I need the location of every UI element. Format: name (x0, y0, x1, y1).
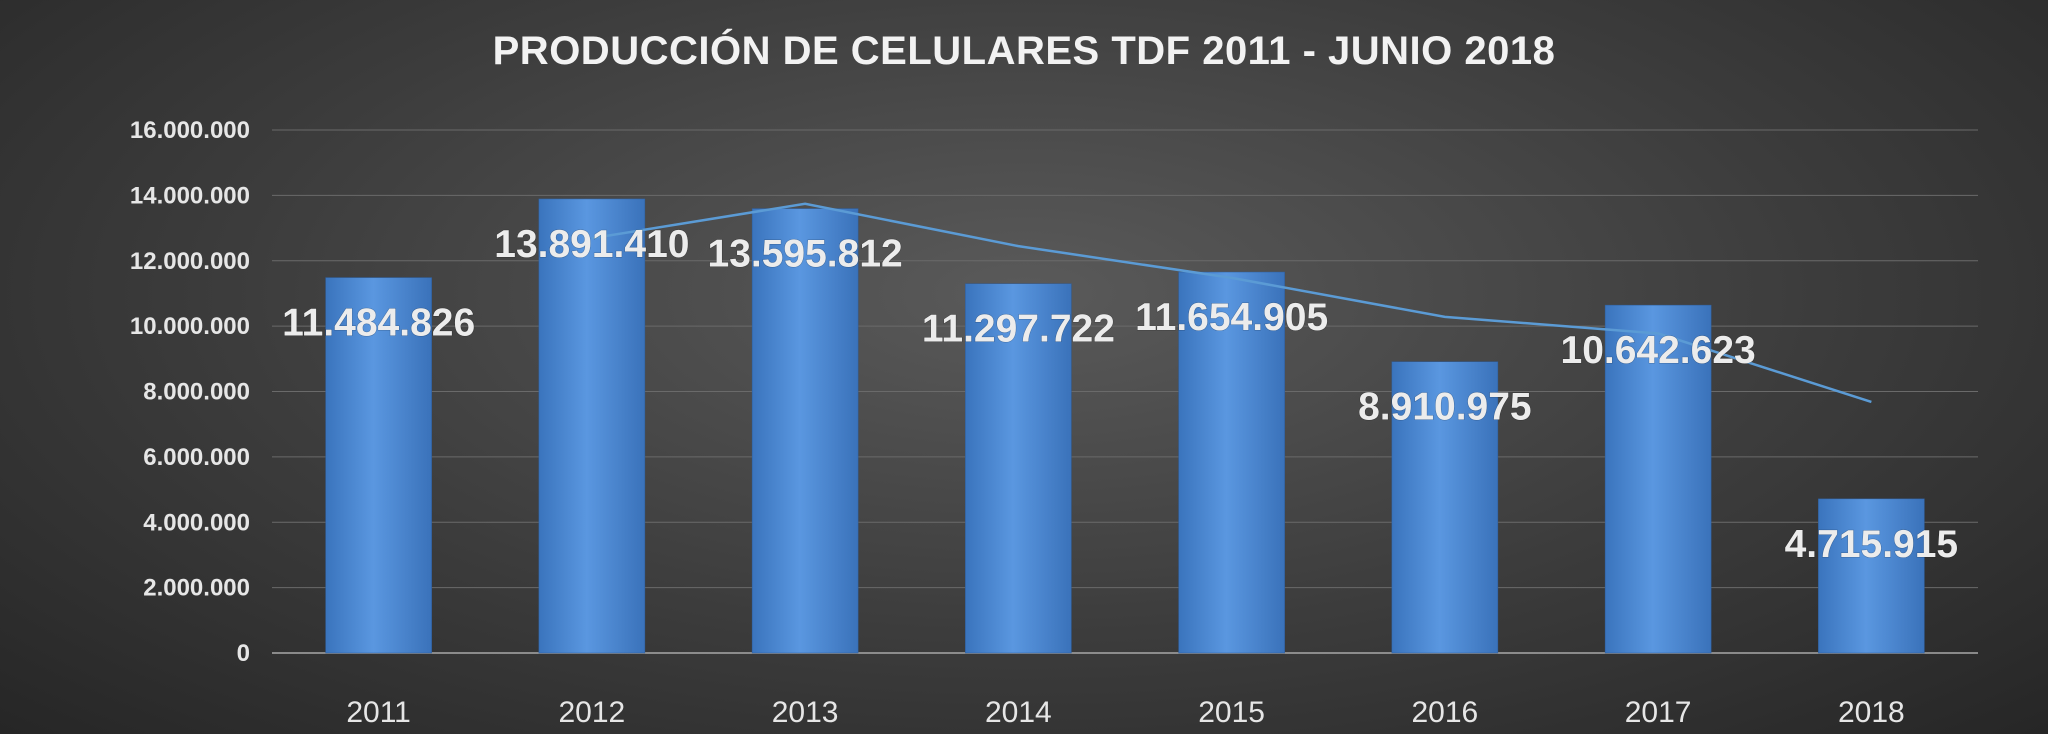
gridlines (272, 129, 1978, 654)
x-tick-label-2012: 2012 (559, 696, 626, 729)
y-tick-label: 8.000.000 (143, 379, 250, 406)
bar-2014 (965, 283, 1072, 654)
data-label-2017: 10.642.623 (1561, 329, 1756, 372)
y-axis-ticks: 0 2.000.000 4.000.000 6.000.000 8.000.000 10.… (130, 117, 250, 667)
bar-2013 (751, 208, 859, 654)
trendline-layer (591, 202, 1872, 404)
data-label-2014: 11.297.722 (922, 308, 1115, 351)
trendline (591, 202, 1872, 404)
data-label-2012: 13.891.410 (494, 223, 689, 266)
bar-2016 (1391, 361, 1499, 654)
data-label-2013: 13.595.812 (708, 233, 903, 276)
y-tick-label: 4.000.000 (143, 509, 250, 536)
y-tick-label: 12.000.000 (130, 248, 250, 275)
x-tick-label-2017: 2017 (1625, 696, 1692, 729)
data-label-2011: 11.484.826 (282, 302, 475, 345)
bar-2012 (538, 198, 646, 654)
x-axis-ticks: 2011 2012 2013 2014 2015 2016 2017 2018 (346, 696, 1904, 729)
y-tick-label: 6.000.000 (143, 444, 250, 471)
bars (325, 198, 1925, 654)
bar-2011 (325, 277, 432, 654)
bar-2015 (1178, 271, 1285, 654)
x-tick-label-2016: 2016 (1412, 696, 1479, 729)
bar-2017 (1604, 304, 1712, 654)
x-tick-label-2014: 2014 (985, 696, 1052, 729)
y-tick-label: 2.000.000 (143, 575, 250, 602)
x-tick-label-2013: 2013 (772, 696, 839, 729)
data-label-2018: 4.715.915 (1785, 523, 1959, 566)
y-tick-label: 16.000.000 (130, 117, 250, 144)
y-tick-label: 10.000.000 (130, 313, 250, 340)
bar-2018 (1818, 498, 1925, 654)
data-label-2015: 11.654.905 (1135, 296, 1328, 339)
x-tick-label-2015: 2015 (1198, 696, 1265, 729)
x-tick-label-2011: 2011 (346, 696, 411, 729)
y-tick-label: 0 (237, 640, 250, 667)
data-labels: 11.484.826 13.891.410 13.595.812 11.297.722… (282, 222, 1959, 566)
data-label-2016: 8.910.975 (1358, 386, 1532, 429)
chart-title: PRODUCCIÓN DE CELULARES TDF 2011 - JUNIO… (493, 27, 1556, 73)
x-tick-label-2018: 2018 (1838, 696, 1905, 729)
y-tick-label: 14.000.000 (130, 182, 250, 209)
